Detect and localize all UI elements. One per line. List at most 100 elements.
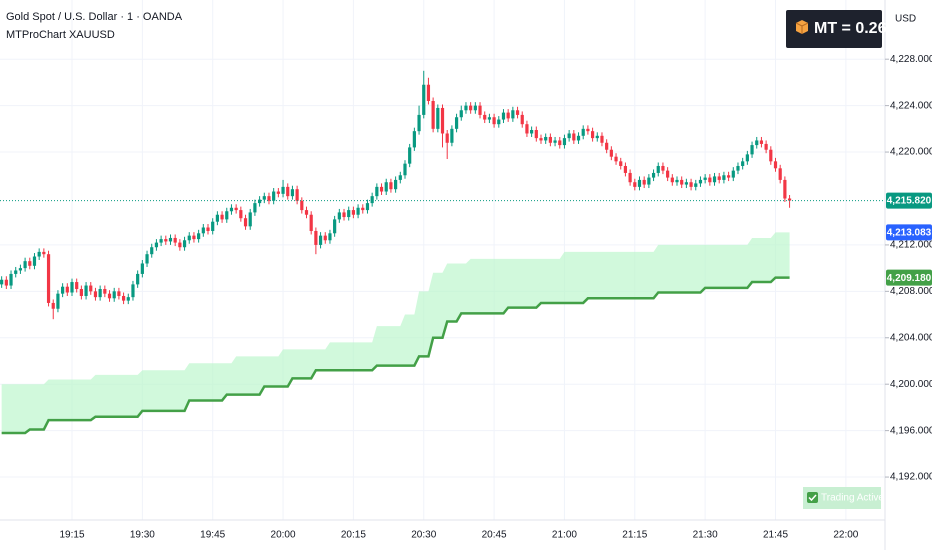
- y-tick-label: 4,204.000: [890, 332, 932, 343]
- candle-body: [239, 210, 243, 219]
- y-tick-label: 4,200.000: [890, 379, 932, 390]
- candle-body: [70, 282, 74, 293]
- candle-body: [182, 240, 187, 248]
- plot-area: [0, 70, 885, 435]
- candle-body: [614, 156, 618, 162]
- candle-body: [436, 107, 440, 129]
- candle-body: [609, 149, 613, 157]
- candle-body: [605, 142, 609, 150]
- price-label: 4,215.820: [887, 196, 932, 207]
- candle-body: [619, 161, 623, 166]
- y-tick-label: 4,228.000: [890, 54, 932, 65]
- candle-body: [187, 235, 191, 241]
- candle-body: [750, 145, 754, 155]
- candle-body: [727, 175, 731, 178]
- candle-body: [586, 128, 590, 132]
- candle-body: [356, 207, 360, 215]
- candle-body: [351, 210, 355, 215]
- x-tick-label: 21:45: [763, 530, 788, 541]
- currency-label[interactable]: USD: [895, 14, 916, 25]
- candle-body: [375, 186, 379, 197]
- candle-body: [314, 230, 318, 245]
- axes: 4,228.000 4,224.000 4,220.000 4,212.000 4,20…: [59, 54, 932, 541]
- candle-body: [131, 284, 135, 298]
- candle-body: [717, 176, 721, 180]
- candle-body: [42, 251, 46, 255]
- candle-body: [581, 128, 585, 136]
- candle-body: [656, 165, 660, 173]
- candle-body: [379, 186, 384, 192]
- candle-body: [93, 291, 98, 298]
- candle-body: [684, 182, 688, 185]
- candle-body: [394, 179, 398, 190]
- candle-body: [731, 170, 735, 178]
- candle-body: [501, 112, 506, 120]
- candle-body: [764, 143, 768, 150]
- candle-body: [0, 279, 4, 285]
- candle-body: [450, 128, 454, 143]
- candle-body: [117, 291, 121, 296]
- candle-body: [206, 227, 210, 231]
- chart-title: Gold Spot / U.S. Dollar · 1 · OANDA: [6, 11, 183, 23]
- candle-body: [248, 212, 252, 227]
- candle-body: [201, 227, 205, 234]
- badge-icon-edge: [795, 22, 809, 34]
- status-check: [808, 494, 817, 502]
- candle-body: [736, 165, 740, 171]
- candle-body: [304, 210, 309, 215]
- candle-body: [318, 235, 323, 245]
- candle-body: [722, 175, 726, 180]
- candle-body: [178, 242, 182, 248]
- candle-body: [51, 302, 55, 309]
- candle-body: [361, 207, 365, 211]
- y-tick-label: 4,220.000: [890, 147, 932, 158]
- candle-body: [558, 140, 562, 146]
- candle-body: [112, 291, 116, 299]
- candle-body: [745, 154, 749, 162]
- candle-body: [487, 117, 492, 120]
- candle-body: [258, 199, 262, 204]
- candle-body: [79, 289, 83, 296]
- candle-body: [426, 84, 431, 101]
- candle-body: [342, 212, 346, 218]
- candle-body: [520, 114, 524, 125]
- x-tick-label: 19:30: [130, 530, 155, 541]
- candle-body: [741, 161, 745, 166]
- price-label-box: [886, 269, 932, 286]
- x-tick-label: 20:45: [482, 530, 507, 541]
- mt-badge: MT = 0.260: [786, 10, 895, 48]
- candle-body: [497, 119, 501, 125]
- x-tick-label: 21:30: [693, 530, 718, 541]
- candle-body: [492, 117, 496, 125]
- candle-body: [253, 203, 257, 213]
- status-check-box: [807, 492, 818, 503]
- badge-background: [786, 10, 882, 48]
- candle-body: [267, 196, 271, 201]
- price-label: 4,213.083: [887, 227, 932, 238]
- x-tick-label: 21:00: [552, 530, 577, 541]
- candle-body: [220, 214, 224, 220]
- candle-body: [431, 100, 435, 129]
- candle-body: [365, 203, 370, 211]
- candle-body: [286, 186, 290, 197]
- price-label: 4,209.180: [887, 273, 932, 284]
- candle-body: [18, 268, 23, 271]
- y-tick-label: 4,224.000: [890, 100, 932, 111]
- candle-body: [333, 219, 337, 234]
- candle-body: [300, 200, 304, 211]
- candle-body: [412, 131, 416, 148]
- candle-body: [759, 140, 764, 144]
- candle-body: [389, 182, 393, 190]
- candle-body: [422, 84, 426, 115]
- candle-body: [417, 114, 421, 132]
- candle-body: [666, 170, 670, 178]
- candle-body: [4, 279, 8, 286]
- candle-body: [121, 295, 126, 301]
- candle-body: [159, 239, 163, 243]
- candle-body: [595, 135, 599, 139]
- candle-body: [539, 138, 543, 141]
- candle-body: [145, 254, 149, 264]
- candle-body: [403, 163, 407, 176]
- candle-body: [243, 218, 248, 227]
